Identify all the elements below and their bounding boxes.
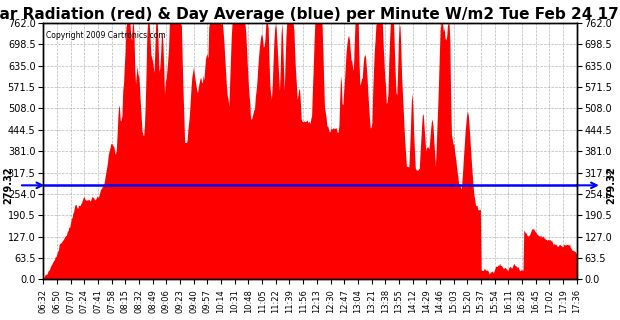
Text: 279.32: 279.32 [4, 167, 14, 204]
Text: Copyright 2009 Cartronics.com: Copyright 2009 Cartronics.com [46, 31, 166, 40]
Title: Solar Radiation (red) & Day Average (blue) per Minute W/m2 Tue Feb 24 17:37: Solar Radiation (red) & Day Average (blu… [0, 7, 620, 22]
Text: 279.32: 279.32 [606, 167, 616, 204]
